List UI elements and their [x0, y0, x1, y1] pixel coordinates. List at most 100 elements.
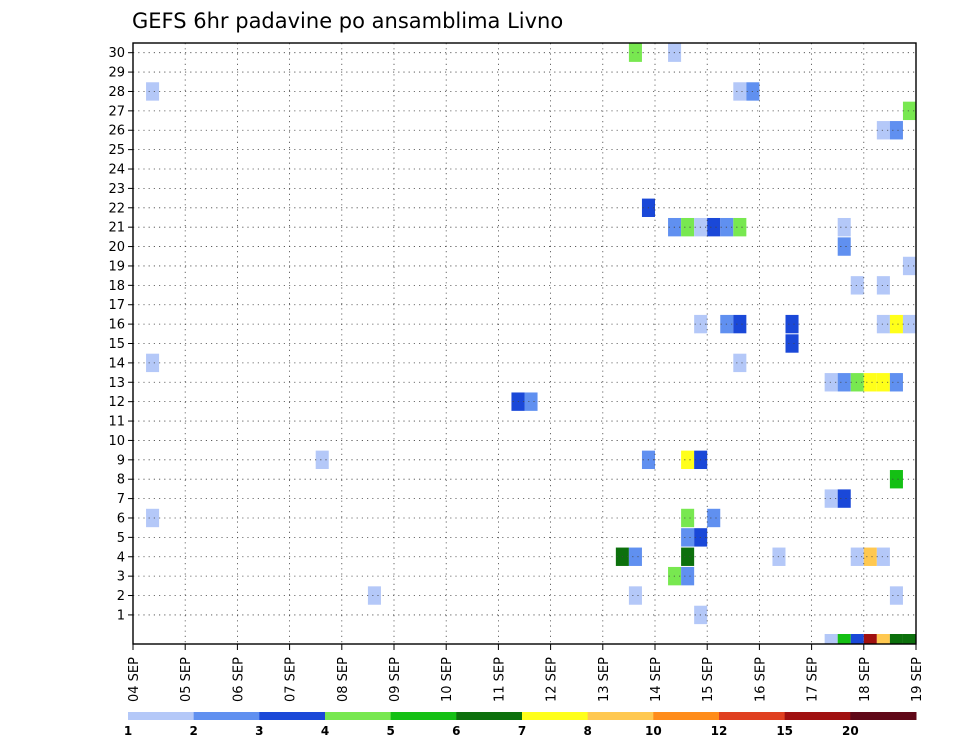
y-tick-label-29: 29 [108, 66, 125, 81]
heatmap-cell-43 [824, 489, 838, 508]
heatmap-cell-2 [146, 82, 160, 101]
x-tick-label-12: 16 SEP [753, 657, 768, 702]
heatmap-cell-7 [889, 121, 903, 140]
heatmap-cell-26 [889, 314, 903, 334]
legend-swatch-2 [259, 712, 326, 720]
y-tick-label-12: 12 [108, 395, 125, 410]
y-tick-label-7: 7 [117, 492, 125, 507]
y-tick-label-9: 9 [117, 453, 125, 468]
y-tick-label-1: 1 [117, 608, 125, 623]
heatmap-cell-59 [367, 586, 381, 605]
x-tick-label-13: 17 SEP [806, 657, 821, 702]
heatmap-cell-60 [628, 586, 642, 605]
y-tick-label-14: 14 [108, 356, 125, 371]
y-tick-label-25: 25 [108, 143, 125, 158]
summary-strip [824, 634, 916, 644]
legend-tick-label-11: 20 [842, 724, 859, 738]
legend-tick-label-10: 15 [776, 724, 793, 738]
heatmap-cell-14 [733, 217, 747, 237]
heatmap-cell-0 [628, 43, 642, 62]
heatmap-cell-46 [681, 508, 695, 528]
heatmap-cell-42 [889, 470, 903, 489]
heatmap-cell-29 [733, 353, 747, 373]
y-tick-label-15: 15 [108, 337, 125, 352]
y-tick-label-19: 19 [108, 259, 125, 274]
chart-title: GEFS 6hr padavine po ansamblima Livno [132, 9, 563, 33]
heatmap-cell-6 [876, 121, 890, 140]
x-tick-label-7: 11 SEP [492, 657, 507, 702]
heatmap-cell-28 [146, 353, 160, 373]
heatmap-cell-51 [628, 547, 642, 566]
heatmap-cell-10 [681, 217, 695, 237]
legend-tick-label-2: 3 [255, 724, 263, 738]
legend-tick-label-3: 4 [321, 724, 329, 738]
legend: 1 2 3 4 5 6 7 8 10 12 15 20 [124, 712, 917, 738]
legend-swatch-4 [390, 712, 457, 720]
y-tick-label-6: 6 [117, 511, 125, 526]
x-tick-label-3: 07 SEP [284, 657, 299, 702]
x-tick-label-0: 04 SEP [127, 657, 142, 702]
heatmap-cell-3 [733, 82, 747, 101]
legend-tick-label-8: 10 [645, 724, 662, 738]
heatmap-cell-32 [850, 373, 864, 392]
y-tick-label-10: 10 [108, 434, 125, 449]
y-tick-label-3: 3 [117, 570, 125, 585]
strip-cell-4 [876, 634, 890, 644]
legend-swatch-11 [850, 712, 917, 720]
heatmap-cell-23 [785, 314, 799, 334]
x-tick-label-11: 15 SEP [701, 657, 716, 702]
y-tick-label-17: 17 [108, 298, 125, 313]
legend-swatch-8 [653, 712, 720, 720]
legend-swatch-5 [456, 712, 523, 720]
heatmap-cell-37 [524, 392, 538, 411]
heatmap-cell-45 [146, 508, 160, 528]
strip-cell-6 [902, 634, 916, 644]
y-tick-label-18: 18 [108, 279, 125, 294]
heatmap-cell-25 [876, 314, 890, 334]
heatmap-cell-52 [681, 547, 695, 566]
heatmap-cell-40 [681, 450, 695, 470]
x-tick-label-10: 14 SEP [649, 657, 664, 702]
x-tick-label-4: 08 SEP [336, 657, 351, 702]
heatmap-cell-55 [863, 547, 877, 566]
heatmap-cell-15 [837, 217, 851, 237]
heatmap-cell-48 [681, 528, 695, 547]
heatmap-cell-61 [889, 586, 903, 605]
x-tick-label-1: 05 SEP [179, 657, 194, 702]
heatmap-cell-16 [837, 237, 851, 256]
heatmap-cell-5 [902, 101, 916, 121]
heatmap-cell-44 [837, 489, 851, 508]
heatmap-cell-31 [837, 373, 851, 392]
heatmap-cell-33 [863, 373, 877, 392]
y-tick-label-23: 23 [108, 182, 125, 197]
y-tick-label-20: 20 [108, 240, 125, 255]
legend-tick-label-0: 1 [124, 724, 132, 738]
heatmap-cell-17 [902, 256, 916, 276]
legend-swatch-10 [784, 712, 851, 720]
heatmap-cell-12 [707, 217, 721, 237]
legend-swatch-1 [193, 712, 260, 720]
strip-cell-0 [824, 634, 838, 644]
x-tick-label-15: 19 SEP [910, 657, 925, 702]
y-tick-label-24: 24 [108, 163, 125, 178]
y-tick-label-26: 26 [108, 124, 125, 139]
y-tick-label-5: 5 [117, 531, 125, 546]
legend-swatch-3 [325, 712, 392, 720]
heatmap-cell-34 [876, 373, 890, 392]
heatmap-cell-27 [902, 314, 916, 334]
y-tick-label-28: 28 [108, 85, 125, 100]
heatmap-cell-19 [876, 276, 890, 295]
y-tick-label-22: 22 [108, 201, 125, 216]
legend-tick-label-5: 6 [452, 724, 460, 738]
y-tick-label-21: 21 [108, 221, 125, 236]
heatmap-cell-18 [850, 276, 864, 295]
legend-tick-label-4: 5 [386, 724, 394, 738]
legend-swatch-9 [719, 712, 786, 720]
legend-tick-label-6: 7 [518, 724, 526, 738]
legend-swatch-0 [128, 712, 195, 720]
y-tick-label-13: 13 [108, 376, 125, 391]
x-tick-label-5: 09 SEP [388, 657, 403, 702]
y-axis: 1234567891011121314151617181920212223242… [108, 46, 133, 623]
heatmap-cell-22 [733, 314, 747, 334]
